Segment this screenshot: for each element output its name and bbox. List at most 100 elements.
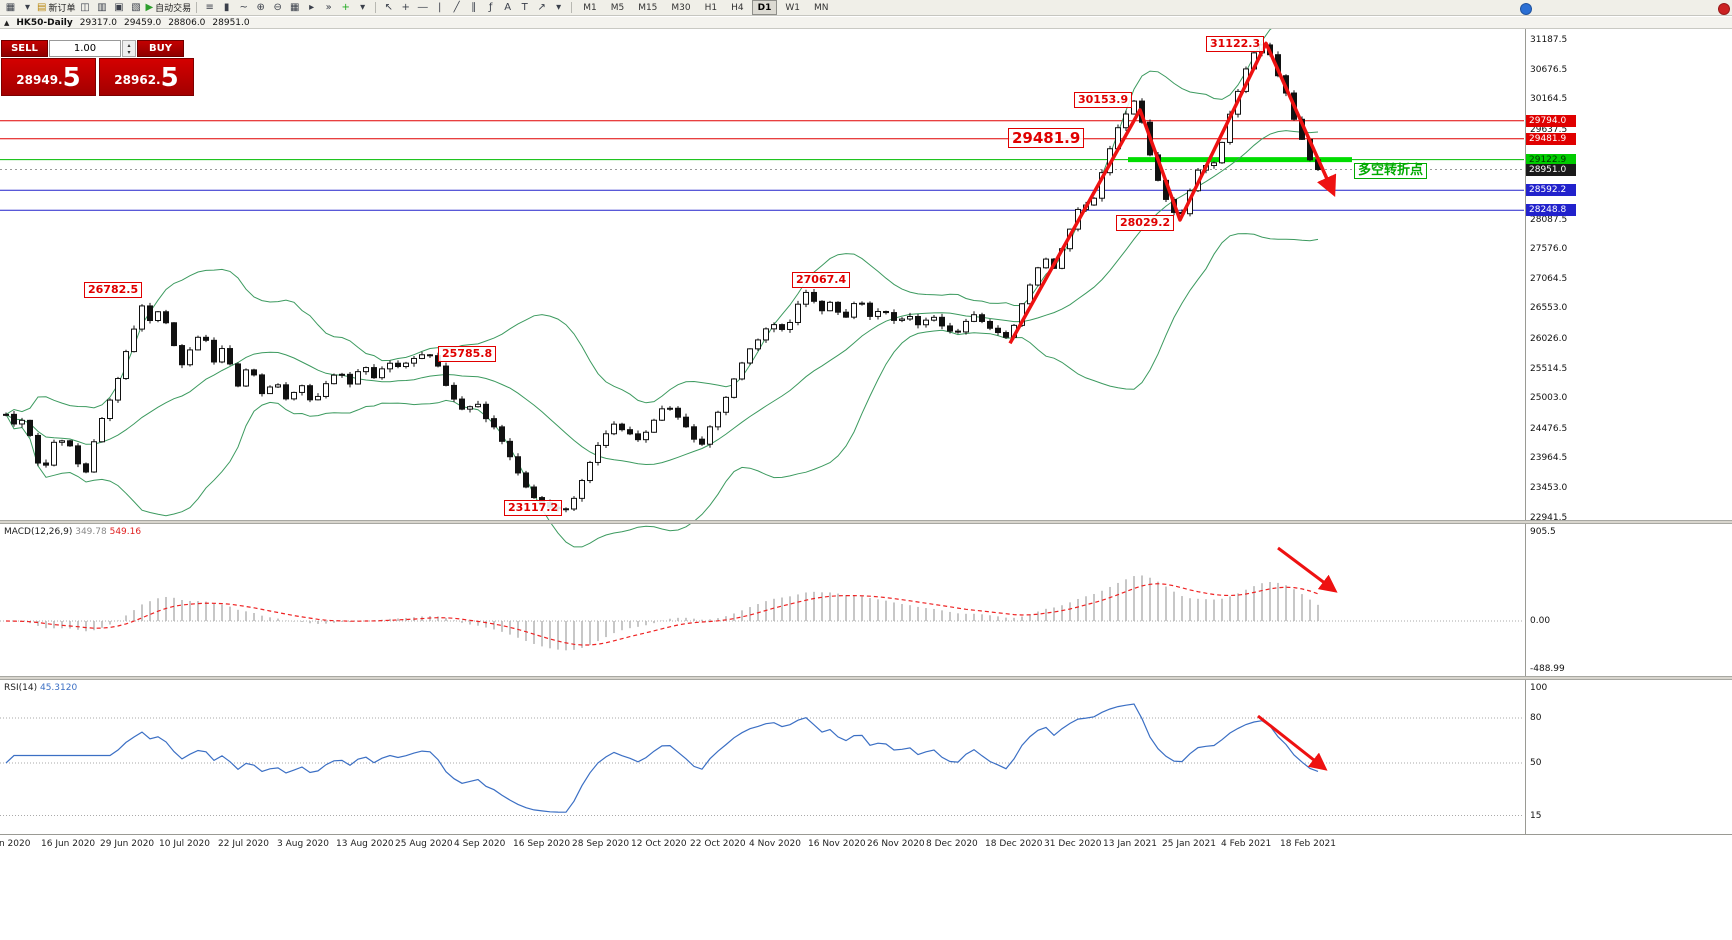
new-order-icon: ▤ (37, 2, 47, 13)
indicators-dropdown-icon[interactable]: ▾ (354, 1, 371, 15)
arrows-tool-icon[interactable]: ↗ (533, 1, 550, 15)
crosshair-icon[interactable]: + (397, 1, 414, 15)
sell-price[interactable]: 28949. 5 (1, 58, 96, 96)
new-order-button[interactable]: ▤ 新订单 (36, 1, 76, 15)
tile-windows-icon[interactable]: ▦ (286, 1, 303, 15)
price-annotation-label[interactable]: 28029.2 (1116, 215, 1175, 231)
buy-price[interactable]: 28962. 5 (99, 58, 194, 96)
trend-arrows[interactable] (1008, 41, 1337, 345)
time-axis-label: 25 Jan 2021 (1162, 839, 1216, 849)
buy-button[interactable]: BUY (137, 40, 184, 57)
text-icon[interactable]: A (499, 1, 516, 15)
price-annotation-label[interactable]: 23117.2 (504, 500, 563, 516)
timeframe-h1[interactable]: H1 (704, 2, 718, 13)
navigator-icon[interactable]: ▧ (127, 1, 144, 15)
market-watch-icon[interactable]: ▥ (93, 1, 110, 15)
candlestick-chart-type-icon[interactable]: ▮ (218, 1, 235, 15)
time-axis-label: 4 Feb 2021 (1221, 839, 1272, 849)
market-watch-icon: ▥ (97, 2, 107, 13)
new-chart-dropdown-icon[interactable]: ▾ (19, 1, 36, 15)
timeframe-d1[interactable]: D1 (751, 0, 778, 15)
arrows-dropdown-icon[interactable]: ▾ (550, 1, 567, 15)
time-axis-label: 22 Jul 2020 (218, 839, 269, 849)
rsi-axis-tick: 50 (1530, 758, 1542, 768)
cursor-icon: ↖ (384, 2, 393, 13)
timeframe-m15[interactable]: M15 (638, 2, 658, 13)
ohlc-close: 28951.0 (212, 17, 250, 28)
new-chart-icon: ▦ (5, 2, 16, 13)
price-annotation-label[interactable]: 26782.5 (84, 282, 143, 298)
trendline-icon[interactable]: ╱ (448, 1, 465, 15)
timeframe-m5[interactable]: M5 (610, 2, 625, 13)
timeframe-m1[interactable]: M1 (583, 2, 597, 13)
ohlc-low: 28806.0 (168, 17, 206, 28)
macd-signal-line (5, 583, 1319, 646)
trade-controls-row: SELL ▴ ▾ BUY (1, 40, 197, 57)
volume-spinner[interactable]: ▴ ▾ (122, 40, 136, 57)
price-annotation-label[interactable]: 25785.8 (438, 346, 497, 362)
timeframe-h4[interactable]: H4 (731, 2, 744, 13)
price-annotation-label[interactable]: 30153.9 (1074, 92, 1133, 108)
cursor-icon[interactable]: ↖ (380, 1, 397, 15)
volume-input[interactable] (49, 40, 121, 57)
symbol-title: HK50-Daily (16, 17, 73, 28)
data-window-icon[interactable]: ▣ (110, 1, 127, 15)
text-label-icon[interactable]: T (516, 1, 533, 15)
alert-icon[interactable] (1718, 3, 1730, 15)
vertical-line-icon[interactable]: | (431, 1, 448, 15)
rsi-axis-tick: 15 (1530, 810, 1542, 821)
macd-arrow[interactable] (1277, 546, 1338, 593)
macd-panel-splitter[interactable] (0, 520, 1732, 524)
bar-chart-type-icon[interactable]: ≡ (201, 1, 218, 15)
chart-windows-icon[interactable]: ◫ (76, 1, 93, 15)
volume-down-icon[interactable]: ▾ (127, 48, 131, 56)
buy-price-base: 28962. (114, 73, 161, 87)
equidistant-channel-icon[interactable]: ∥ (465, 1, 482, 15)
rsi-axis-tick: 100 (1530, 683, 1548, 693)
crosshair-icon: + (401, 2, 410, 13)
price-axis-tick: 22941.5 (1530, 512, 1568, 523)
rsi-arrow[interactable] (1257, 714, 1328, 771)
notification-icon[interactable] (1520, 3, 1532, 15)
time-axis-label: 13 Aug 2020 (336, 839, 394, 849)
text-label-icon: T (521, 2, 528, 13)
macd-axis-tick: 905.5 (1530, 526, 1556, 537)
arrows-tool-icon: ↗ (537, 2, 546, 13)
zoom-out-icon: ⊖ (273, 2, 282, 13)
auto-scroll-icon[interactable]: ▸ (303, 1, 320, 15)
timeframe-mn[interactable]: MN (813, 2, 829, 13)
horizontal-line-icon[interactable]: ― (414, 1, 431, 15)
new-chart-icon[interactable]: ▦ (2, 1, 19, 15)
toolbar-separator (375, 2, 377, 13)
price-axis-tick: 24476.5 (1530, 423, 1568, 434)
price-annotation-label[interactable]: 31122.3 (1206, 36, 1265, 52)
price-axis-tag: 29794.0 (1526, 114, 1576, 127)
timeframe-m30[interactable]: M30 (671, 2, 691, 13)
indicators-icon[interactable]: + (337, 1, 354, 15)
toolbar-separator (571, 2, 573, 13)
price-annotation-label[interactable]: 27067.4 (792, 272, 851, 288)
data-window-icon: ▣ (114, 2, 124, 13)
turning-point-label[interactable]: 多空转折点 (1354, 163, 1428, 179)
autotrading-button[interactable]: ▶ 自动交易 (144, 1, 192, 15)
time-axis-border (0, 834, 1732, 835)
toolbar-separator (196, 2, 198, 13)
zoom-in-icon[interactable]: ⊕ (252, 1, 269, 15)
fibonacci-icon[interactable]: ƒ (482, 1, 499, 15)
trade-prices-row: 28949. 5 28962. 5 (1, 58, 197, 96)
chart-shift-icon[interactable]: » (320, 1, 337, 15)
sell-price-pips: 5 (62, 63, 81, 93)
line-chart-type-icon[interactable]: ~ (235, 1, 252, 15)
sell-button[interactable]: SELL (1, 40, 48, 57)
vertical-line-icon: | (438, 2, 442, 13)
timeframe-w1[interactable]: W1 (785, 2, 800, 13)
rsi-panel-splitter[interactable] (0, 676, 1732, 680)
price-axis-tick: 30676.5 (1530, 64, 1568, 75)
volume-up-icon[interactable]: ▴ (127, 41, 131, 49)
time-axis-label: 22 Oct 2020 (690, 839, 746, 849)
rsi-name: RSI(14) (4, 683, 38, 693)
auto-scroll-icon: ▸ (309, 2, 315, 13)
price-annotation-label[interactable]: 29481.9 (1008, 128, 1085, 148)
zoom-out-icon[interactable]: ⊖ (269, 1, 286, 15)
